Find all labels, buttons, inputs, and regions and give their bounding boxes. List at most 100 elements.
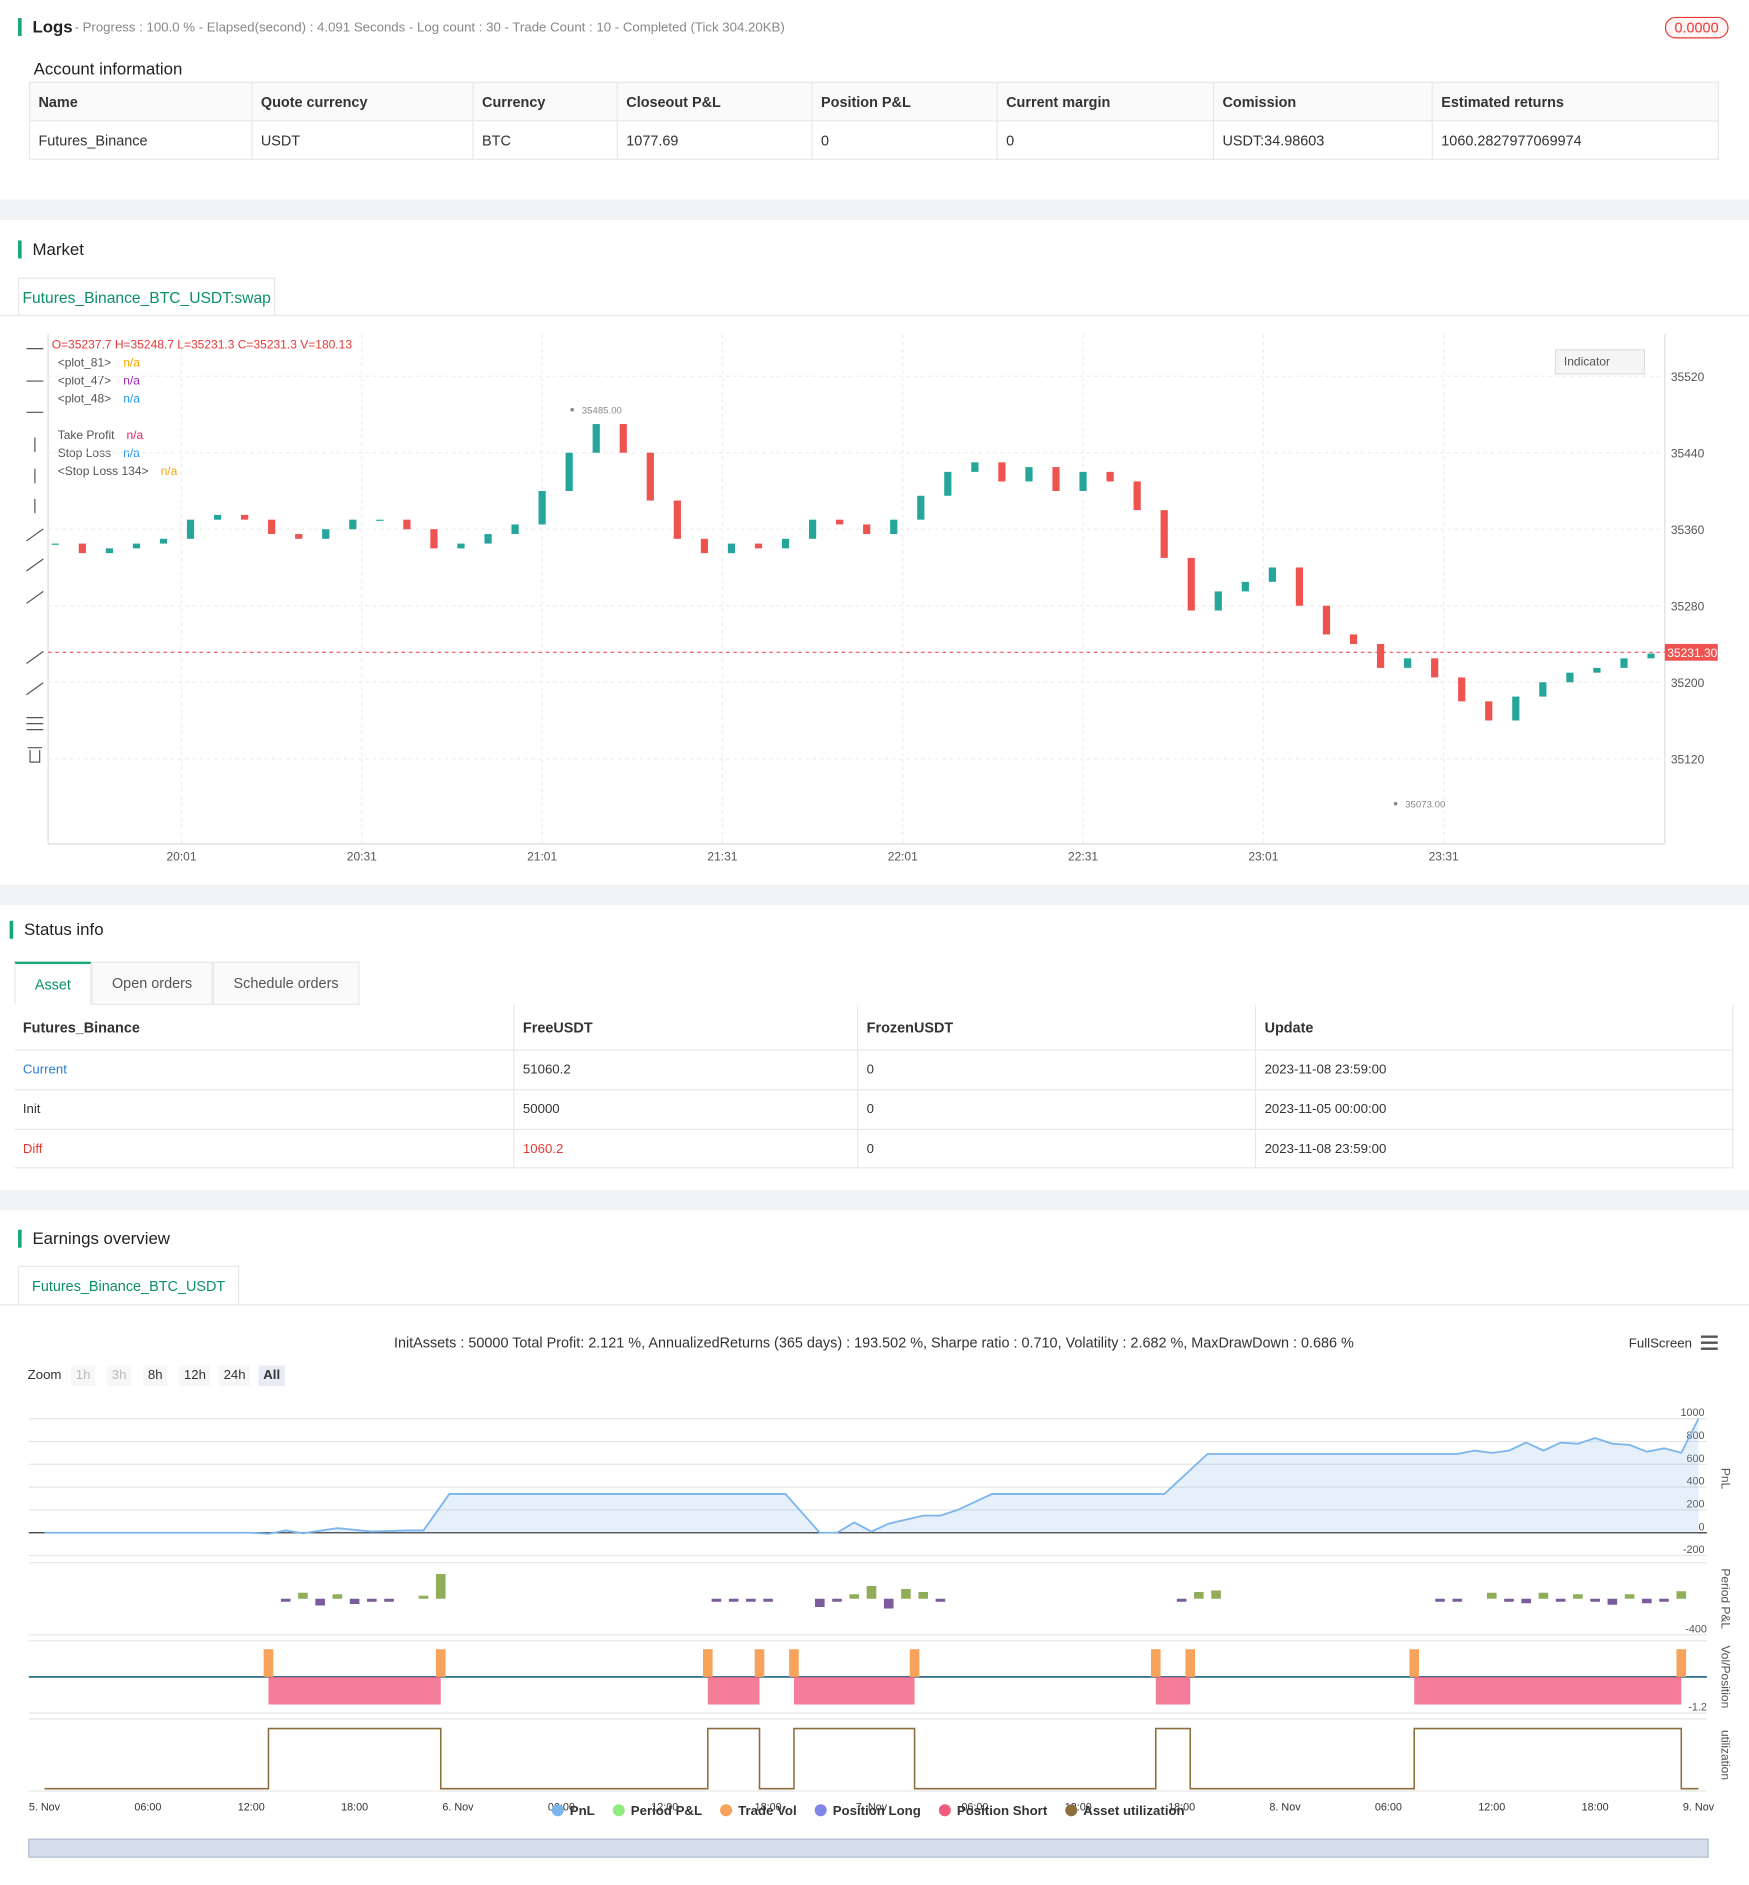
earnings-tab[interactable]: Futures_Binance_BTC_USDT xyxy=(18,1265,240,1306)
period-bar xyxy=(1521,1598,1532,1604)
x-tick-label: 06:00 xyxy=(961,1801,988,1813)
table-header: Current margin xyxy=(997,81,1215,122)
period-bar xyxy=(711,1598,722,1602)
period-bar xyxy=(1504,1598,1514,1602)
candle xyxy=(1458,677,1466,702)
navigator[interactable] xyxy=(28,1838,1709,1858)
x-tick-label: 18:00 xyxy=(1168,1801,1195,1813)
zoom-button[interactable]: 3h xyxy=(106,1365,132,1386)
candle xyxy=(538,490,546,525)
period-bar xyxy=(832,1598,842,1602)
legend-value: n/a xyxy=(123,356,140,370)
legend-name: Take Profit xyxy=(58,428,115,442)
y-tick-label: 35440 xyxy=(1671,447,1705,461)
axis-title: Period P&L xyxy=(1718,1568,1732,1629)
trade-vol xyxy=(703,1649,713,1677)
period-bar xyxy=(1555,1598,1566,1602)
separator xyxy=(0,1190,1749,1211)
candle xyxy=(457,543,465,549)
table-cell: 2023-11-08 23:59:00 xyxy=(1256,1129,1734,1169)
earnings-chart: InitAssets : 50000 Total Profit: 2.121 %… xyxy=(28,1336,1732,1858)
zoom-button[interactable]: 12h xyxy=(179,1365,211,1386)
period-bar xyxy=(728,1598,739,1602)
candle xyxy=(1025,467,1033,482)
x-tick-label: 18:00 xyxy=(755,1801,782,1813)
y-tick-label: 600 xyxy=(1687,1453,1705,1465)
period-bar xyxy=(332,1594,343,1599)
legend-item: Period P&L xyxy=(631,1803,702,1818)
position-short xyxy=(1155,1676,1191,1705)
candle xyxy=(1620,658,1628,668)
x-tick-label: 06:00 xyxy=(1375,1801,1402,1813)
period-bar xyxy=(1211,1590,1221,1599)
period-bar xyxy=(1452,1598,1463,1602)
market-tab[interactable]: Futures_Binance_BTC_USDT:swap xyxy=(18,277,276,317)
indicator-button[interactable] xyxy=(1554,349,1646,375)
period-bar xyxy=(1590,1598,1600,1602)
trade-vol xyxy=(435,1649,446,1677)
candle xyxy=(1647,653,1655,659)
period-bar xyxy=(849,1594,860,1599)
period-bar xyxy=(315,1598,325,1606)
legend-item: PnL xyxy=(570,1803,595,1818)
account-title: Account information xyxy=(33,58,183,79)
x-tick-label: 22:01 xyxy=(888,850,918,864)
table-cell: USDT:34.98603 xyxy=(1214,121,1433,160)
fullscreen[interactable]: FullScreen xyxy=(1628,1336,1692,1352)
zoom-button[interactable]: 8h xyxy=(143,1365,168,1386)
candle xyxy=(105,548,113,554)
candle xyxy=(1133,481,1141,511)
period-bar xyxy=(763,1598,773,1602)
legend-item: Asset utilization xyxy=(1083,1803,1184,1818)
zoom-button[interactable]: 24h xyxy=(218,1365,251,1386)
y-tick-label: -400 xyxy=(1685,1623,1707,1635)
y-tick-label: 1000 xyxy=(1680,1407,1704,1419)
market-chart: O=35237.7 H=35248.7 L=35231.3 C=35231.3 … xyxy=(26,334,1718,864)
logs-title: Logs xyxy=(18,17,73,37)
candle xyxy=(1241,581,1249,592)
table-header: FrozenUSDT xyxy=(858,1004,1257,1051)
y-tick-label: 0 xyxy=(1699,1521,1705,1533)
zoom-button[interactable]: All xyxy=(258,1365,285,1386)
x-tick-label: 23:31 xyxy=(1429,850,1459,864)
x-tick-label: 21:01 xyxy=(527,850,557,864)
table-header: Quote currency xyxy=(252,81,474,122)
table-header: Position P&L xyxy=(812,81,998,122)
table-cell: 51060.2 xyxy=(514,1050,859,1091)
tab-line xyxy=(0,1304,1749,1306)
table-cell: 1060.2 xyxy=(514,1129,859,1169)
period-bar xyxy=(901,1588,911,1599)
candle xyxy=(430,529,438,549)
period-bar xyxy=(883,1598,894,1609)
x-tick-label: 6. Nov xyxy=(442,1801,474,1813)
candle xyxy=(511,524,519,535)
table-header: Name xyxy=(28,81,253,122)
candle xyxy=(484,534,492,544)
x-tick-label: 06:00 xyxy=(134,1801,161,1813)
status-tab[interactable]: Asset xyxy=(14,961,92,1005)
zoom-button[interactable]: 1h xyxy=(70,1365,96,1386)
status-tab[interactable]: Open orders xyxy=(91,961,213,1005)
legend-symbol xyxy=(814,1804,827,1817)
period-bar xyxy=(866,1585,877,1599)
trade-vol xyxy=(754,1649,765,1677)
position-short xyxy=(707,1676,760,1705)
candle xyxy=(917,495,925,520)
separator xyxy=(0,884,1749,906)
y-tick-label: 35280 xyxy=(1671,600,1705,614)
x-tick-label: 9. Nov xyxy=(1683,1801,1715,1813)
candle xyxy=(1593,667,1601,673)
x-tick-label: 7. Nov xyxy=(856,1801,888,1813)
utilization-line xyxy=(44,1727,1699,1790)
axis-title: utilization xyxy=(1718,1730,1732,1780)
status-tab[interactable]: Schedule orders xyxy=(212,961,360,1005)
candle xyxy=(1052,467,1060,491)
trade-vol xyxy=(1676,1649,1687,1677)
period-bar xyxy=(1435,1598,1445,1602)
table-cell: 0 xyxy=(997,121,1215,160)
legend-item: Position Short xyxy=(957,1803,1048,1818)
candle xyxy=(1295,567,1304,606)
candle xyxy=(944,471,952,496)
menu-icon[interactable] xyxy=(1700,1335,1718,1350)
